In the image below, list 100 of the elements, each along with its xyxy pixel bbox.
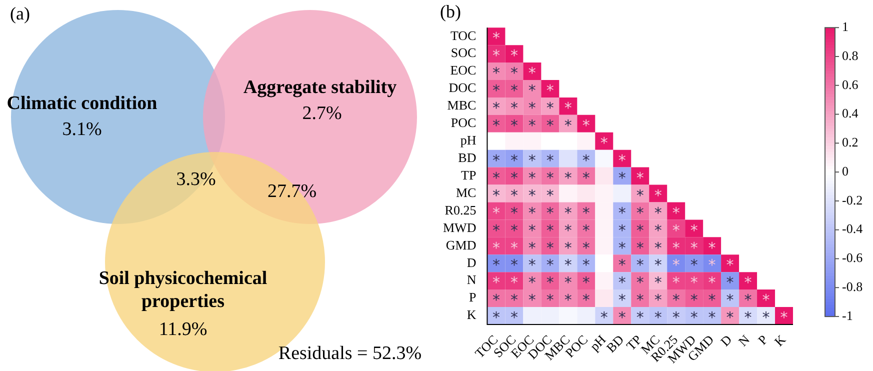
data-label: * (618, 308, 626, 327)
y-tick-label: R0.25 (444, 202, 476, 218)
data-label: * (564, 274, 572, 292)
data-label: * (564, 168, 572, 187)
x-tick-label: N (735, 332, 754, 350)
data-label: * (528, 274, 536, 292)
data-label: * (510, 291, 518, 310)
data-label: * (492, 168, 500, 187)
color-bar-label: 1 (842, 19, 848, 34)
color-bar-label: 0 (842, 163, 848, 178)
data-label: * (528, 186, 536, 204)
data-label: * (654, 221, 662, 240)
data-label: * (582, 291, 590, 310)
data-label: * (492, 256, 500, 274)
data-label: * (636, 308, 644, 327)
data-label: * (582, 238, 590, 257)
data-label: * (636, 256, 644, 274)
data-label: * (582, 221, 590, 240)
data-label: * (618, 204, 626, 222)
data-label: * (582, 256, 590, 274)
data-label: * (546, 274, 554, 292)
data-label: * (762, 291, 770, 310)
text: 3.3% (176, 169, 216, 191)
data-label: * (654, 238, 662, 257)
data-label: * (492, 274, 500, 292)
data-label: * (528, 204, 536, 222)
y-tick-label: TP (461, 167, 476, 182)
data-label: * (528, 99, 536, 118)
data-label: * (654, 274, 662, 292)
data-label: * (708, 291, 716, 310)
data-label: * (564, 238, 572, 257)
data-label: * (528, 151, 536, 170)
color-bar-label: -0.6 (842, 250, 864, 266)
data-label: * (510, 168, 518, 187)
color-bar-label: 0.8 (842, 48, 858, 63)
text: Aggregate stability (243, 77, 397, 99)
data-label: * (528, 221, 536, 240)
data-label: * (492, 186, 500, 204)
text: Soil physicochemical properties (98, 267, 268, 313)
color-bar-label: 0.2 (842, 134, 858, 150)
data-label: * (600, 308, 608, 327)
data-label: * (672, 221, 680, 240)
data-label: * (546, 82, 554, 100)
data-label: * (654, 186, 662, 204)
data-label: * (708, 256, 716, 274)
data-label: * (636, 168, 644, 187)
data-label: * (492, 204, 500, 222)
data-label: * (528, 291, 536, 310)
data-label: * (510, 221, 518, 240)
data-label: * (672, 274, 680, 292)
text: (a) (10, 4, 30, 24)
data-label: * (492, 29, 500, 48)
data-label: * (510, 151, 518, 170)
y-tick-label: MWD (443, 220, 476, 235)
data-label: * (492, 82, 500, 100)
data-label: * (780, 308, 788, 327)
data-label: * (672, 204, 680, 222)
data-label: * (564, 204, 572, 222)
data-label: * (564, 99, 572, 118)
data-label: * (690, 238, 698, 257)
data-label: * (600, 134, 608, 152)
text: 27.7% (267, 181, 317, 203)
y-tick-label: N (466, 272, 477, 288)
data-label: * (582, 204, 590, 222)
data-label: * (744, 291, 752, 310)
text: 11.9% (158, 319, 208, 341)
chart-title: (b) (440, 2, 461, 22)
y-tick-label: K (466, 307, 477, 322)
y-tick-label: GMD (446, 237, 476, 252)
text: 2.7% (302, 103, 342, 125)
data-label: * (708, 274, 716, 292)
data-label: * (510, 186, 518, 204)
x-tick-label: K (771, 332, 789, 350)
data-label: * (582, 116, 590, 135)
data-label: * (510, 116, 518, 135)
data-label: * (564, 256, 572, 274)
data-label: * (492, 116, 500, 135)
data-label: * (636, 204, 644, 222)
data-label: * (546, 291, 554, 310)
data-label: * (546, 168, 554, 187)
y-tick-label: D (466, 254, 476, 270)
data-label: * (690, 256, 698, 274)
data-label: * (636, 274, 644, 292)
x-tick-label: P (754, 332, 771, 348)
data-label: * (546, 99, 554, 118)
data-label: * (726, 256, 734, 274)
data-label: * (636, 221, 644, 240)
color-bar-label: -0.4 (842, 221, 864, 236)
data-label: * (510, 238, 518, 257)
data-label: * (762, 308, 770, 327)
data-label: * (690, 308, 698, 327)
data-label: * (708, 308, 716, 327)
y-tick-label: TOC (450, 28, 476, 43)
data-label: * (672, 308, 680, 327)
color-bar-label: 0.4 (842, 106, 859, 121)
data-label: * (492, 308, 500, 327)
data-label: * (636, 238, 644, 257)
data-label: * (744, 274, 752, 292)
data-label: * (510, 99, 518, 118)
data-label: * (654, 308, 662, 327)
